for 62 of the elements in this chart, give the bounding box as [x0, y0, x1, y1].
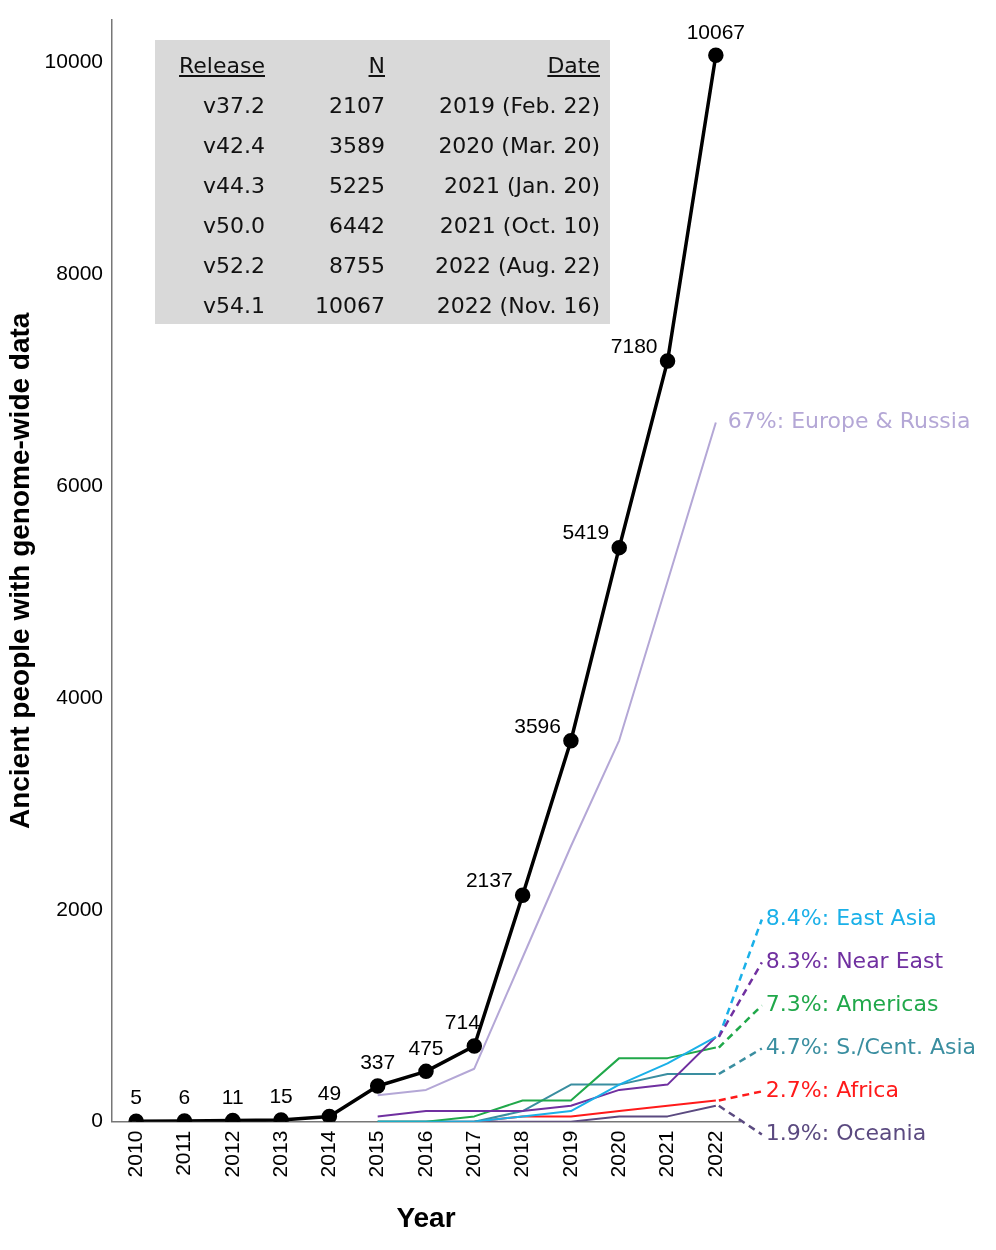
annotation: v37.2 [202, 92, 265, 120]
data-label: 49 [317, 1080, 342, 1104]
annotation: 2021 (Jan. 20) [442, 172, 600, 200]
x-tick-label: 2017 [461, 1130, 485, 1178]
annotation: v44.3 [202, 172, 265, 200]
text: 7.3%: Americas [765, 991, 939, 1017]
annotation: 5225 [328, 172, 385, 200]
data-label: 3596 [514, 713, 561, 737]
data-label: 5419 [562, 520, 610, 544]
data-label: 15 [269, 1084, 293, 1108]
annotation: v50.0 [202, 212, 265, 240]
x-tick-label: 2013 [267, 1130, 291, 1178]
annotation: v42.4 [202, 132, 265, 160]
text: 8.4%: East Asia [765, 905, 937, 931]
annotation: 2021 (Oct. 10) [438, 212, 600, 240]
annotation: 2022 (Aug. 22) [433, 252, 600, 280]
y-axis-title: Ancient people with genome-wide data [3, 312, 35, 830]
legend-label: 2.7%: Africa [765, 1077, 899, 1103]
x-axis-title: Year [396, 1201, 456, 1233]
annotation: Release [178, 52, 265, 80]
y-tick-label: 8000 [56, 261, 103, 285]
data-label: 6 [178, 1085, 191, 1109]
x-tick-label: 2016 [412, 1130, 436, 1178]
data-label: 7180 [610, 333, 658, 357]
data-label: 337 [360, 1050, 396, 1074]
annotation: 2022 (Nov. 16) [435, 292, 600, 320]
x-tick-label: 2014 [316, 1130, 340, 1178]
data-label: 11 [221, 1084, 244, 1108]
y-tick-label: 0 [91, 1108, 103, 1132]
annotation: N [367, 52, 385, 80]
y-tick-label: 10000 [44, 49, 103, 73]
x-tick-label: 2012 [219, 1130, 243, 1178]
data-label: 5 [130, 1085, 142, 1109]
x-tick-label: 2018 [509, 1130, 533, 1178]
annotation: v54.1 [202, 292, 265, 320]
annotation: 8755 [328, 252, 385, 280]
data-label: 714 [444, 1010, 481, 1034]
series-label: 67%: Europe & Russia [727, 408, 971, 434]
annotation: 6442 [328, 212, 385, 240]
y-tick-label: 4000 [56, 684, 103, 708]
annotation: 2019 (Feb. 22) [437, 92, 600, 120]
legend-label: 1.9%: Oceania [765, 1120, 927, 1146]
x-tick-label: 2011 [171, 1130, 195, 1176]
data-label: 475 [408, 1035, 444, 1059]
text: 8.3%: Near East [765, 948, 944, 974]
legend-label: 4.7%: S./Cent. Asia [765, 1034, 977, 1060]
y-tick-label: 2000 [56, 896, 103, 920]
x-tick-label: 2015 [364, 1130, 388, 1178]
annotation: v52.2 [202, 252, 265, 280]
data-label: 2137 [465, 868, 513, 892]
annotation: 3589 [328, 132, 385, 160]
annotation: 10067 [314, 292, 385, 320]
x-tick-label: 2021 [654, 1130, 678, 1178]
annotation: Date [546, 52, 600, 80]
x-tick-label: 2022 [702, 1130, 726, 1178]
data-label: 10067 [686, 19, 746, 43]
x-tick-label: 2019 [557, 1130, 581, 1178]
x-tick-label: 2010 [122, 1130, 146, 1178]
y-tick-label: 6000 [56, 472, 103, 496]
x-tick-label: 2020 [606, 1130, 630, 1178]
annotation: 2020 (Mar. 20) [437, 132, 600, 160]
annotation: 2107 [328, 92, 385, 120]
